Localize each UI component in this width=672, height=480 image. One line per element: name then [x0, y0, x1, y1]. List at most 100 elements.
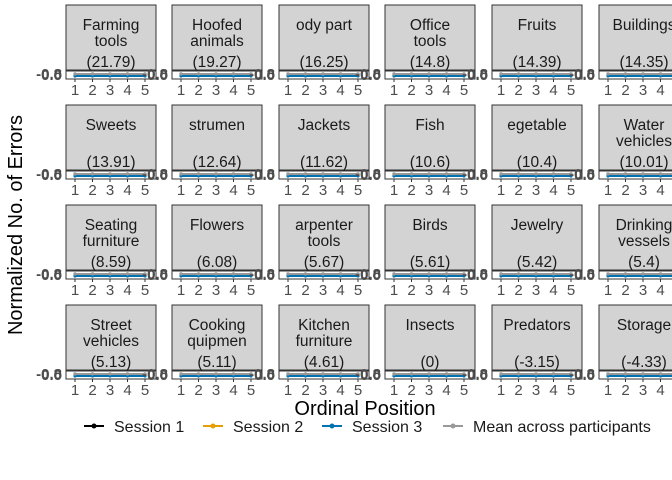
x-tick-label: 4 — [442, 382, 450, 399]
y-tick-label: 0.0 — [41, 367, 62, 384]
x-tick-label: 2 — [88, 282, 96, 299]
facet-label: ody part — [296, 17, 353, 34]
x-tick-label: 3 — [212, 282, 220, 299]
y-tick-label: -0.8 — [36, 366, 62, 383]
facet-strip — [171, 4, 263, 71]
series-point — [321, 372, 325, 376]
series-point — [427, 372, 431, 376]
series-point — [641, 272, 645, 276]
x-tick-label: 3 — [319, 182, 327, 199]
facet-strip — [65, 204, 157, 271]
x-tick-label: 3 — [319, 282, 327, 299]
x-tick-label: 4 — [123, 282, 131, 299]
x-tick-label: 4 — [656, 282, 664, 299]
series-point — [641, 172, 645, 176]
x-tick-label: 3 — [106, 382, 114, 399]
legend-item: Session 3 — [322, 419, 422, 436]
facet-label: (-4.33) — [621, 354, 667, 371]
x-tick-label: 3 — [106, 182, 114, 199]
series-point — [286, 172, 290, 176]
facet-strip — [384, 104, 476, 171]
facet-strip — [598, 304, 672, 371]
x-tick-label: 1 — [497, 382, 505, 399]
facet-panel: Insects(0)-0.80.01 2 3 4 5 — [355, 304, 476, 399]
series-point — [569, 172, 573, 176]
x-tick-label: 2 — [194, 82, 202, 99]
facet-label: Hoofed — [192, 17, 242, 34]
series-point — [444, 272, 449, 276]
series-point — [231, 72, 236, 76]
legend-item: Session 2 — [203, 419, 303, 436]
series-point — [196, 172, 201, 176]
x-tick-label: 4 — [229, 282, 237, 299]
x-tick-label: 1 — [284, 182, 292, 199]
x-tick-label: 5 — [247, 282, 255, 299]
x-tick-label: 4 — [123, 182, 131, 199]
y-tick-label: 0.0 — [467, 267, 488, 284]
x-tick-label: 5 — [141, 282, 149, 299]
facet-label: quipmen — [187, 333, 246, 350]
x-tick-label: 4 — [336, 82, 344, 99]
series-point — [231, 272, 236, 276]
series-point — [551, 172, 556, 176]
facet-panel: Jackets(11.62)-0.80.01 2 3 4 5 — [249, 104, 370, 199]
facet-strip — [278, 4, 370, 71]
legend-key-point — [450, 423, 456, 429]
legend: Session 1 Session 2 Session 3 Mean across p… — [84, 419, 651, 436]
y-tick-label: 0.0 — [41, 167, 62, 184]
series-point — [286, 272, 290, 276]
facet-strip — [171, 104, 263, 171]
facet-label: (-3.15) — [514, 354, 560, 371]
facet-label: Jewelry — [511, 217, 564, 234]
x-tick-label: 4 — [549, 282, 557, 299]
series-point — [179, 372, 183, 376]
facet-label: vehicles — [616, 133, 672, 150]
x-tick-label: 3 — [532, 382, 540, 399]
x-tick-label: 1 — [604, 182, 612, 199]
series-point — [196, 72, 201, 76]
series-point — [125, 372, 130, 376]
x-tick-label: 5 — [354, 182, 362, 199]
series-point — [143, 172, 147, 176]
facet-label: (6.08) — [197, 254, 238, 271]
facet-label: (5.11) — [197, 354, 236, 371]
y-tick-label: 0.0 — [254, 267, 275, 284]
facet-label: Cooking — [189, 317, 246, 334]
y-tick-label: 0.0 — [147, 367, 168, 384]
legend-key-point — [210, 423, 216, 429]
x-tick-label: 5 — [567, 182, 575, 199]
series-point — [516, 72, 521, 76]
facet-strip — [171, 204, 263, 271]
facet-label: (10.01) — [619, 154, 668, 171]
facet-strip — [171, 304, 263, 371]
facet-label: (13.91) — [86, 154, 135, 171]
series-point — [143, 72, 147, 76]
series-point — [108, 272, 112, 276]
facet-label: Storage — [617, 317, 671, 334]
y-axis-title: Normalized No. of Errors — [5, 115, 27, 335]
series-point — [303, 272, 308, 276]
series-point — [534, 72, 538, 76]
x-tick-label: 5 — [460, 282, 468, 299]
x-tick-label: 5 — [354, 382, 362, 399]
x-tick-label: 1 — [604, 282, 612, 299]
series-point — [143, 272, 147, 276]
x-tick-label: 3 — [319, 82, 327, 99]
x-tick-label: 5 — [354, 82, 362, 99]
x-tick-label: 1 — [390, 282, 398, 299]
series-point — [462, 272, 466, 276]
series-point — [73, 72, 77, 76]
x-tick-label: 1 — [71, 382, 79, 399]
facet-label: (19.27) — [192, 54, 241, 71]
series-point — [303, 72, 308, 76]
x-tick-label: 1 — [604, 82, 612, 99]
x-tick-label: 2 — [301, 182, 309, 199]
facet-label: Sweets — [86, 117, 137, 134]
series-point — [179, 72, 183, 76]
y-tick-label: 0.0 — [574, 67, 595, 84]
series-point — [623, 172, 628, 176]
series-point — [321, 172, 325, 176]
